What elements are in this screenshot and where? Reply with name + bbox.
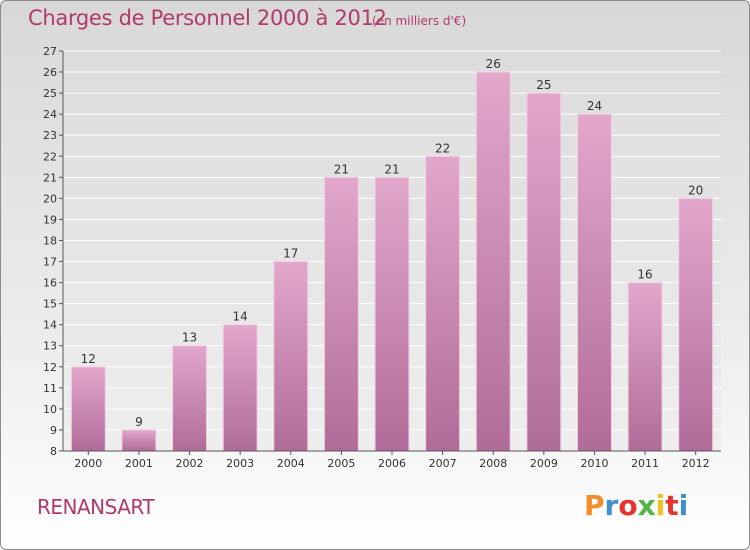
bar-value-label: 14 bbox=[233, 310, 248, 324]
logo-letter: t bbox=[665, 489, 679, 522]
x-tick-label: 2006 bbox=[378, 457, 406, 470]
bar bbox=[475, 71, 511, 452]
logo-letter: r bbox=[604, 489, 619, 522]
y-tick-label: 22 bbox=[43, 150, 57, 163]
y-tick-label: 25 bbox=[43, 87, 57, 100]
x-tick-label: 2012 bbox=[682, 457, 710, 470]
x-tick-label: 2005 bbox=[327, 457, 355, 470]
logo-letter: o bbox=[618, 489, 638, 522]
bar-value-label: 26 bbox=[486, 57, 501, 71]
chart-subtitle: (en milliers d'€) bbox=[372, 14, 467, 28]
bar-value-label: 20 bbox=[688, 183, 703, 197]
y-tick-label: 10 bbox=[43, 403, 57, 416]
bar bbox=[323, 176, 359, 452]
x-tick-label: 2001 bbox=[125, 457, 153, 470]
bar bbox=[576, 113, 612, 452]
bar bbox=[627, 282, 663, 452]
bar-value-label: 12 bbox=[81, 352, 96, 366]
axes: 8 9 10 11 12 13 14 15 16 17 18 19 20 21 22 23 24 25 26 27 20… bbox=[43, 45, 721, 470]
y-tick-label: 13 bbox=[43, 340, 57, 353]
y-tick-label: 23 bbox=[43, 129, 57, 142]
y-tick-label: 14 bbox=[43, 319, 57, 332]
value-labels: 12 9 13 14 17 21 21 22 26 25 24 16 20 bbox=[81, 57, 704, 429]
y-tick-label: 16 bbox=[43, 277, 57, 290]
commune-name: RENANSART bbox=[37, 495, 155, 519]
x-tick-label: 2000 bbox=[74, 457, 102, 470]
y-tick-label: 27 bbox=[43, 45, 57, 58]
bar bbox=[526, 92, 562, 452]
x-tick-label: 2009 bbox=[530, 457, 558, 470]
y-tick-label: 26 bbox=[43, 66, 57, 79]
bar-value-label: 22 bbox=[435, 141, 450, 155]
bar-value-label: 16 bbox=[637, 268, 652, 282]
bar-value-label: 9 bbox=[135, 415, 143, 429]
bar bbox=[121, 429, 157, 452]
x-tick-label: 2008 bbox=[479, 457, 507, 470]
proxiti-logo[interactable]: Proxiti bbox=[584, 489, 688, 522]
y-tick-label: 15 bbox=[43, 298, 57, 311]
y-tick-label: 17 bbox=[43, 256, 57, 269]
bar bbox=[70, 366, 106, 452]
y-tick-label: 20 bbox=[43, 192, 57, 205]
x-tick-label: 2007 bbox=[429, 457, 457, 470]
logo-letter: i bbox=[655, 489, 666, 522]
logo-letter: x bbox=[637, 489, 656, 522]
y-tick-label: 12 bbox=[43, 361, 57, 374]
bar-value-label: 21 bbox=[334, 162, 349, 176]
bar-value-label: 21 bbox=[384, 162, 399, 176]
bar-value-label: 17 bbox=[283, 247, 298, 261]
logo-letter: i bbox=[678, 489, 689, 522]
y-tick-label: 21 bbox=[43, 171, 57, 184]
chart-title: Charges de Personnel 2000 à 2012 bbox=[28, 6, 387, 30]
x-tick-label: 2002 bbox=[176, 457, 204, 470]
x-tick-label: 2011 bbox=[631, 457, 659, 470]
bar bbox=[172, 345, 208, 452]
x-tick-label: 2003 bbox=[226, 457, 254, 470]
y-tick-label: 11 bbox=[43, 382, 57, 395]
y-tick-label: 18 bbox=[43, 234, 57, 247]
bar bbox=[374, 176, 410, 452]
bar bbox=[222, 324, 258, 452]
y-tick-label: 24 bbox=[43, 108, 57, 121]
bar bbox=[273, 261, 309, 452]
logo-letter: P bbox=[584, 489, 605, 522]
bar-value-label: 24 bbox=[587, 99, 602, 113]
y-tick-label: 9 bbox=[50, 424, 57, 437]
y-tick-label: 8 bbox=[50, 445, 57, 458]
bar-value-label: 25 bbox=[536, 78, 551, 92]
bar bbox=[425, 155, 461, 452]
y-tick-label: 19 bbox=[43, 213, 57, 226]
bar-value-label: 13 bbox=[182, 331, 197, 345]
x-tick-label: 2010 bbox=[580, 457, 608, 470]
bars bbox=[70, 71, 714, 452]
x-tick-label: 2004 bbox=[277, 457, 305, 470]
bar bbox=[678, 197, 714, 452]
